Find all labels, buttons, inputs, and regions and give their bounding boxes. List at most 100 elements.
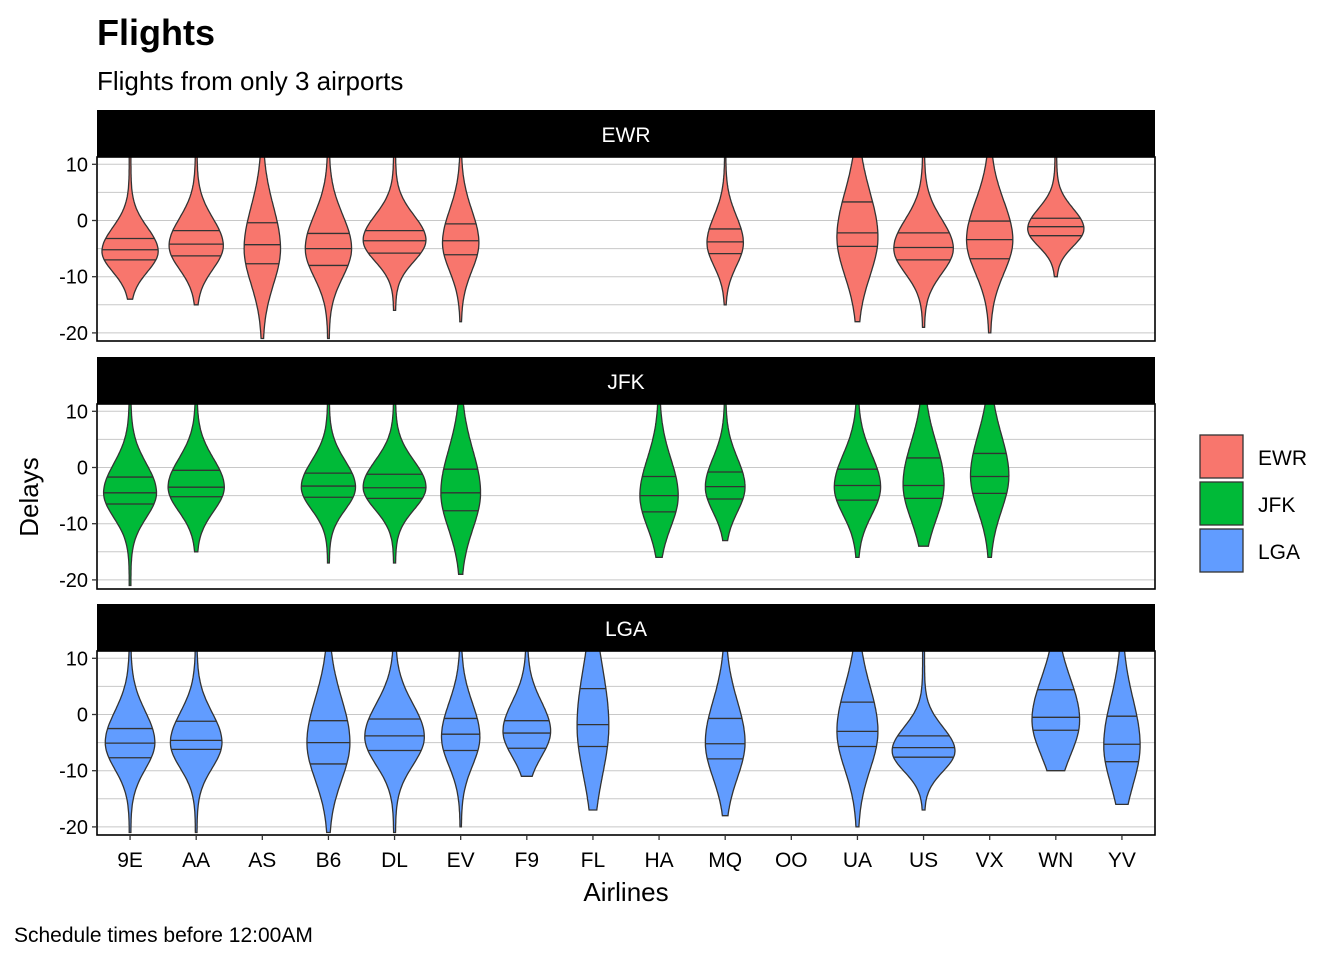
violin-body xyxy=(836,651,879,828)
x-tick-label-as: AS xyxy=(248,849,276,872)
panel-border xyxy=(96,156,1156,342)
violin-ewr-ua xyxy=(836,157,879,323)
violin-lga-fl xyxy=(576,651,610,811)
x-tick-label-mq: MQ xyxy=(708,849,742,872)
legend-item-lga: LGA xyxy=(1199,528,1300,573)
legend: EWR JFK LGA xyxy=(1199,434,1307,573)
y-tick-label: -20 xyxy=(59,323,88,345)
violin-jfk-aa xyxy=(167,404,225,553)
violin-lga-aa xyxy=(169,651,223,834)
violin-body xyxy=(965,157,1014,334)
violin-body xyxy=(104,651,156,834)
panel-border xyxy=(96,650,1156,836)
violins xyxy=(101,157,1085,340)
x-tick-label-ha: HA xyxy=(644,849,673,872)
y-axis-lga: -20 -10 0 10 xyxy=(59,648,97,839)
violin-body xyxy=(304,157,353,340)
x-tick-label-ev: EV xyxy=(447,849,475,872)
legend-item-ewr: EWR xyxy=(1199,434,1307,479)
violin-lga-mq xyxy=(704,651,746,817)
violin-ewr-b6 xyxy=(304,157,353,340)
violin-body xyxy=(300,404,357,564)
violin-body xyxy=(167,404,225,553)
violin-lga-b6 xyxy=(306,651,351,834)
violin-body xyxy=(639,404,679,559)
x-tick-label-9e: 9E xyxy=(117,849,143,872)
violin-body xyxy=(576,651,610,811)
y-tick-label: 10 xyxy=(66,401,88,423)
x-tick-label-vx: VX xyxy=(976,849,1004,872)
violin-body xyxy=(168,157,224,306)
violin-body xyxy=(1103,651,1141,806)
violin-body xyxy=(169,651,223,834)
chart-title: Flights xyxy=(97,12,215,53)
facet-strip-lga xyxy=(97,604,1155,651)
x-tick-label-us: US xyxy=(909,849,938,872)
violin-body xyxy=(441,157,480,323)
violin-body xyxy=(704,651,746,817)
legend-swatch xyxy=(1199,481,1244,526)
facet-strip-label: EWR xyxy=(602,124,651,147)
violin-body xyxy=(362,157,427,312)
y-tick-label: -20 xyxy=(59,817,88,839)
violin-lga-f9 xyxy=(502,651,552,777)
violin-body xyxy=(440,651,481,828)
x-tick-label-oo: OO xyxy=(775,849,808,872)
violin-body xyxy=(243,157,282,340)
violin-lga-yv xyxy=(1103,651,1141,806)
y-tick-label: -10 xyxy=(59,514,88,536)
violin-lga-wn xyxy=(1031,651,1081,772)
y-tick-label: -20 xyxy=(59,570,88,592)
violin-jfk-mq xyxy=(704,404,746,542)
facet-panel-lga: LGA -20 -10 0 10 xyxy=(59,604,1156,839)
violin-ewr-us xyxy=(893,157,954,328)
x-tick-label-wn: WN xyxy=(1038,849,1073,872)
legend-item-jfk: JFK xyxy=(1199,481,1295,526)
facet-strip-jfk xyxy=(97,357,1155,404)
violin-body xyxy=(902,404,945,547)
legend-swatch xyxy=(1199,528,1244,573)
violin-ewr-as xyxy=(243,157,282,340)
violins xyxy=(102,404,1010,587)
y-tick-label: 0 xyxy=(77,211,88,233)
legend-label: JFK xyxy=(1258,494,1295,517)
x-tick-label-ua: UA xyxy=(843,849,872,872)
y-axis-ewr: -20 -10 0 10 xyxy=(59,154,97,345)
violin-body xyxy=(833,404,882,559)
x-tick-label-b6: B6 xyxy=(316,849,342,872)
violin-body xyxy=(1031,651,1081,772)
y-tick-label: 10 xyxy=(66,154,88,176)
violin-jfk-us xyxy=(902,404,945,547)
chart-subtitle: Flights from only 3 airports xyxy=(97,66,403,96)
facet-panel-ewr: EWR -20 -10 0 10 xyxy=(59,110,1156,345)
violin-body xyxy=(836,157,879,323)
gridlines xyxy=(97,657,1155,828)
facet-panels: EWR -20 -10 0 10 JFK -20 -10 0 10 LGA -20 -10 0 10 xyxy=(59,110,1156,839)
violin-body xyxy=(502,651,552,777)
violin-body xyxy=(362,404,427,564)
violin-lga-ua xyxy=(836,651,879,828)
violin-jfk-ua xyxy=(833,404,882,559)
x-tick-label-f9: F9 xyxy=(515,849,540,872)
violin-jfk-ev xyxy=(440,404,482,575)
violin-body xyxy=(704,404,746,542)
y-tick-label: 0 xyxy=(77,458,88,480)
violin-body xyxy=(893,157,954,328)
violin-lga-dl xyxy=(364,651,425,834)
legend-label: EWR xyxy=(1258,447,1307,470)
y-axis-label: Delays xyxy=(14,457,44,536)
violin-ewr-aa xyxy=(168,157,224,306)
violin-ewr-wn xyxy=(1027,157,1085,278)
facet-strip-label: JFK xyxy=(607,371,644,394)
violin-lga-ev xyxy=(440,651,481,828)
violin-body xyxy=(969,404,1010,559)
violin-ewr-dl xyxy=(362,157,427,312)
y-tick-label: 10 xyxy=(66,648,88,670)
y-tick-label: 0 xyxy=(77,705,88,727)
violin-jfk-dl xyxy=(362,404,427,564)
violin-ewr-vx xyxy=(965,157,1014,334)
legend-label: LGA xyxy=(1258,541,1300,564)
violin-body xyxy=(102,404,158,587)
violin-ewr-9e xyxy=(101,157,159,300)
